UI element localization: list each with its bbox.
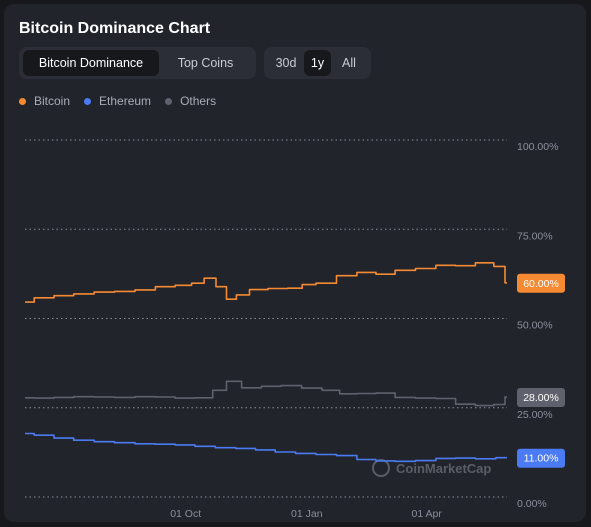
others-legend-dot-icon — [165, 97, 173, 105]
range-1y-button[interactable]: 1y — [304, 50, 331, 76]
series-line-others[interactable] — [25, 380, 507, 407]
bitcoin-legend-dot-icon — [19, 97, 26, 105]
value-badge-others — [517, 388, 565, 408]
legend-item-bitcoin[interactable]: Bitcoin — [19, 94, 70, 108]
y-axis: 100.00% 75.00% 50.00% 25.00% 0.00% — [517, 141, 558, 510]
value-badge-label: 60.00% — [523, 278, 559, 290]
tab-top-coins[interactable]: Top Coins — [177, 56, 234, 70]
series-line-ethereum[interactable] — [25, 432, 507, 463]
y-tick-label: 100.00% — [517, 141, 558, 153]
series-lines — [25, 262, 507, 463]
x-tick-label: 01 Jan — [291, 508, 323, 520]
value-badge-label: 11.00% — [524, 453, 559, 465]
page-title: Bitcoin Dominance Chart — [19, 20, 211, 37]
x-tick-label: 01 Apr — [411, 508, 442, 520]
chart-grid — [25, 139, 507, 498]
legend-label: Others — [180, 94, 217, 108]
x-tick-label: 01 Oct — [170, 508, 201, 520]
legend-label: Bitcoin — [34, 94, 71, 108]
coinmarketcap-logo-icon — [372, 459, 390, 477]
value-badge-label: 28.00% — [523, 392, 559, 404]
ethereum-legend-dot-icon — [84, 97, 92, 105]
y-tick-label: 0.00% — [517, 498, 547, 510]
range-all-button[interactable]: All — [342, 56, 356, 70]
time-range-selector: 30d 1y All — [264, 47, 371, 79]
value-badge-bitcoin — [517, 273, 565, 293]
x-axis: 01 Oct 01 Jan 01 Apr — [170, 508, 442, 520]
value-badge-ethereum — [517, 448, 565, 468]
chart-legend: Bitcoin Ethereum Others — [19, 94, 216, 108]
tab-bitcoin-dominance[interactable]: Bitcoin Dominance — [23, 50, 159, 76]
legend-label: Ethereum — [99, 94, 152, 108]
chart-type-tabs: Bitcoin Dominance Top Coins — [19, 47, 256, 79]
range-30d-button[interactable]: 30d — [275, 56, 297, 70]
legend-item-ethereum[interactable]: Ethereum — [84, 94, 151, 108]
y-tick-label: 50.00% — [517, 320, 553, 332]
coinmarketcap-watermark: CoinMarketCap — [372, 459, 491, 477]
y-tick-label: 75.00% — [517, 230, 553, 242]
current-value-badges: 60.00% 11.00% 28.00% — [517, 273, 565, 468]
series-line-bitcoin[interactable] — [25, 262, 507, 303]
legend-item-others[interactable]: Others — [165, 94, 216, 108]
watermark-text: CoinMarketCap — [396, 461, 491, 476]
y-tick-label: 25.00% — [517, 409, 553, 421]
